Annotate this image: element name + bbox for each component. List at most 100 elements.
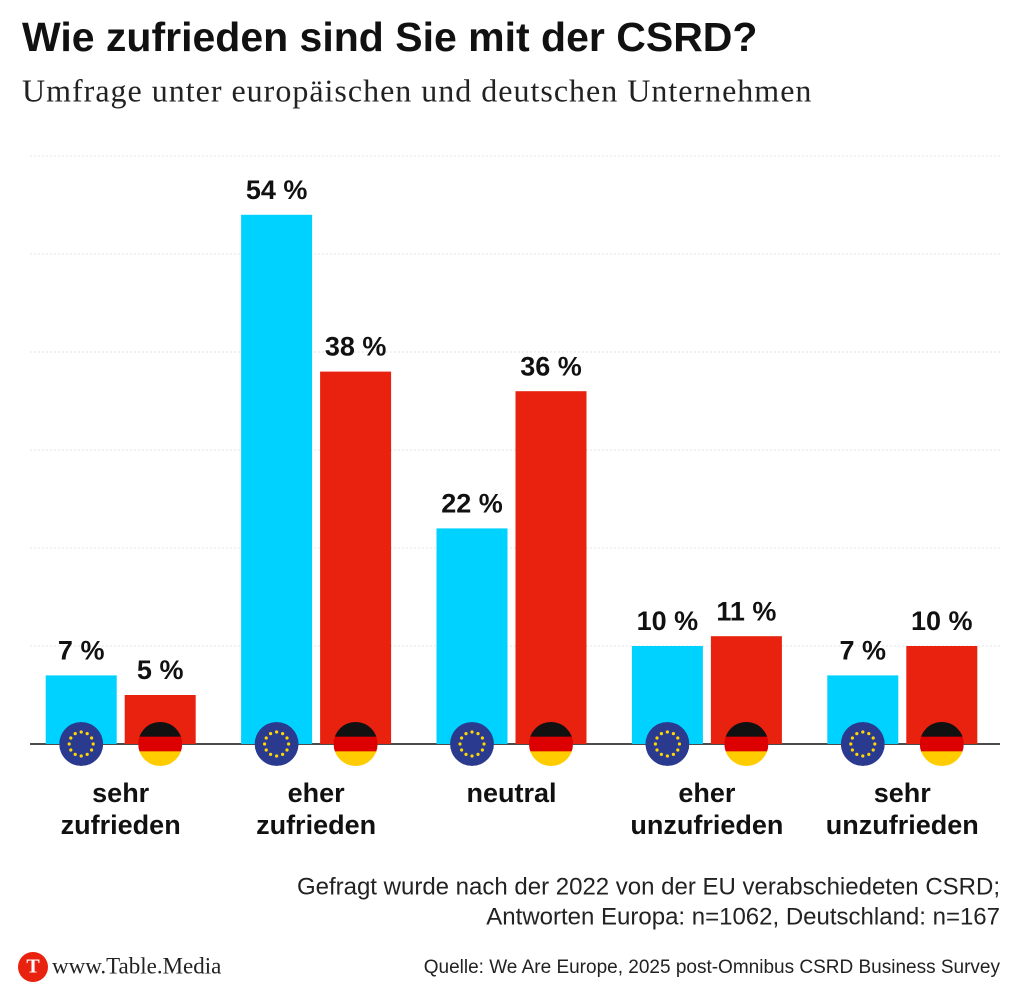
flag-star: [460, 736, 464, 740]
eu-flag: [59, 722, 104, 766]
flag-star: [476, 752, 480, 756]
flag-star: [91, 742, 95, 746]
bar: [241, 214, 313, 745]
flag-star: [873, 742, 877, 746]
de-flag: [138, 722, 183, 766]
flag-bg: [450, 722, 494, 766]
flag-stripe: [919, 736, 964, 752]
flag-star: [659, 752, 663, 756]
flag-star: [861, 730, 865, 734]
flag-star: [470, 730, 474, 734]
flag-clip: [333, 722, 378, 766]
bar: [515, 391, 587, 744]
flag-star: [275, 754, 279, 758]
value-label: 36 %: [520, 351, 582, 381]
flag-clip: [138, 722, 183, 766]
de-flag: [529, 722, 573, 766]
value-label: 11 %: [716, 596, 776, 626]
flag-bg: [254, 722, 299, 766]
flag-star: [69, 748, 73, 752]
flag-star: [677, 742, 681, 746]
flag-stripe: [724, 722, 769, 738]
brand[interactable]: www.Table.Media: [52, 953, 221, 978]
flag-stripe: [529, 751, 573, 766]
flag-star: [482, 742, 486, 746]
flag-star: [659, 732, 663, 736]
value-label: 5 %: [137, 655, 184, 685]
x-tick-label: neutral: [466, 778, 557, 808]
x-tick-label: eher zufrieden: [256, 778, 377, 840]
flag-star: [676, 736, 680, 740]
value-label: 7 %: [58, 636, 105, 666]
flag-bg: [59, 722, 104, 766]
de-flag: [333, 722, 378, 766]
flag-star: [653, 742, 657, 746]
flag-star: [79, 730, 83, 734]
x-tick-label: sehr zufrieden: [60, 778, 181, 840]
flag-star: [871, 736, 875, 740]
flag-star: [470, 754, 474, 758]
flag-star: [89, 748, 94, 752]
eu-flag: [450, 722, 494, 766]
flag-star: [655, 736, 659, 740]
flag-star: [464, 752, 468, 756]
flag-star: [665, 730, 669, 734]
flag-star: [867, 732, 871, 736]
flag-clip: [919, 722, 964, 766]
flag-stripe: [724, 751, 769, 766]
flag-stripe: [138, 751, 183, 766]
flag-star: [73, 752, 77, 756]
flag-stripe: [529, 722, 573, 738]
x-tick-label: eher unzufrieden: [630, 778, 784, 840]
flag-clip: [59, 722, 104, 766]
flag-clip: [529, 722, 573, 766]
logo: T: [26, 956, 40, 978]
flag-stripe: [529, 736, 573, 752]
value-label: 38 %: [325, 332, 387, 362]
flag-star: [89, 736, 94, 740]
flag-star: [263, 742, 267, 746]
flag-star: [480, 736, 484, 740]
flag-star: [85, 752, 89, 756]
flag-star: [264, 748, 268, 752]
flag-star: [676, 748, 680, 752]
flag-star: [458, 742, 462, 746]
eu-flag: [645, 722, 690, 766]
flag-star: [849, 742, 853, 746]
flag-star: [850, 736, 855, 740]
flag-star: [285, 748, 289, 752]
bar: [436, 528, 508, 744]
chart-subtitle: Umfrage unter europäischen und deutschen…: [22, 72, 812, 108]
value-label: 10 %: [911, 606, 973, 636]
flag-star: [671, 752, 675, 756]
note-line: Gefragt wurde nach der 2022 von der EU v…: [297, 873, 1000, 900]
flag-clip: [645, 722, 690, 766]
eu-flag: [840, 722, 885, 766]
flag-stripe: [333, 751, 378, 766]
flag-star: [871, 748, 875, 752]
flag-star: [287, 742, 291, 746]
flag-stripe: [724, 736, 769, 752]
flag-star: [855, 732, 859, 736]
flag-star: [867, 752, 871, 756]
flag-clip: [450, 722, 494, 766]
flag-stripe: [138, 722, 183, 738]
flag-clip: [724, 722, 769, 766]
flag-star: [281, 732, 285, 736]
de-flag: [724, 722, 769, 766]
flag-stripe: [333, 722, 378, 738]
flag-star: [79, 754, 83, 758]
flag-clip: [254, 722, 299, 766]
flag-stripe: [919, 722, 964, 738]
flag-star: [85, 732, 89, 736]
value-label: 10 %: [637, 606, 699, 636]
flag-star: [855, 752, 859, 756]
flag-star: [69, 736, 73, 740]
flag-star: [861, 754, 865, 758]
value-label: 54 %: [246, 175, 308, 205]
flag-bg: [840, 722, 885, 766]
flag-bg: [645, 722, 690, 766]
flag-stripe: [333, 736, 378, 752]
